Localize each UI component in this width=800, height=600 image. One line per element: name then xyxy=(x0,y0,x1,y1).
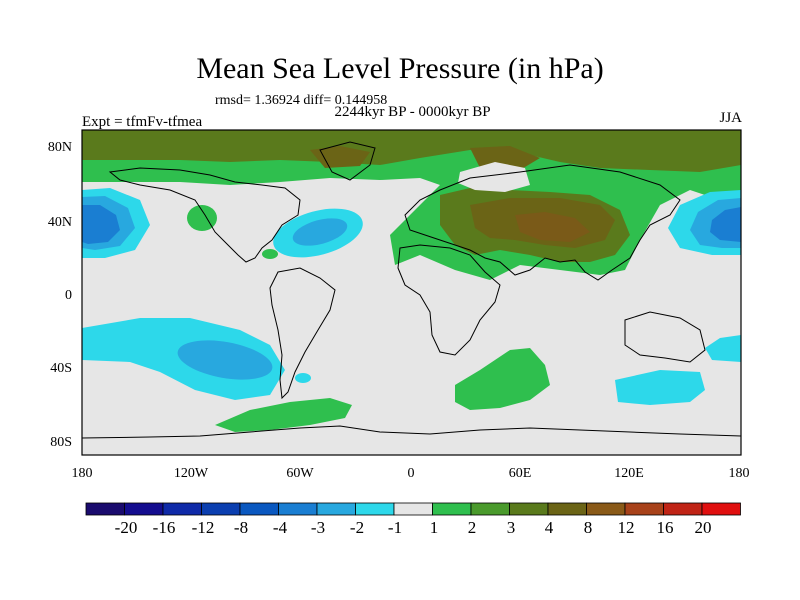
colorbar-box xyxy=(278,502,318,516)
coast-greenland xyxy=(319,141,376,181)
colorbar-label: -1 xyxy=(387,518,403,537)
tibet-level8-region xyxy=(515,212,590,242)
north-pacific-low-east-3 xyxy=(710,207,741,242)
rmsd-diff-stats: rmsd= 1.36924 diff= 0.144958 xyxy=(215,93,388,108)
south-atlantic-small-low xyxy=(295,373,311,383)
ne-pacific-positive xyxy=(187,205,217,231)
colorbar-box xyxy=(470,502,510,516)
colorbar-label: 12 xyxy=(617,518,635,537)
colorbar-label: -12 xyxy=(191,518,215,537)
lon-label-180e: 180 xyxy=(728,466,750,481)
south-pacific-low-core xyxy=(177,340,273,380)
colorbar-label: -16 xyxy=(152,518,176,537)
colorbar-box xyxy=(393,502,433,516)
coast-eurasia xyxy=(404,164,681,281)
lat-label-80n: 80N xyxy=(47,140,72,155)
season-label: JJA xyxy=(719,110,742,126)
colorbar-box xyxy=(663,502,703,516)
colorbar-box xyxy=(162,502,202,516)
lon-label-60w: 60W xyxy=(286,466,314,481)
lon-label-120w: 120W xyxy=(173,466,209,481)
lon-label-120e: 120E xyxy=(614,466,644,481)
colorbar-label: 3 xyxy=(506,518,516,537)
caribbean-positive xyxy=(262,249,278,259)
colorbar-box xyxy=(316,502,356,516)
colorbar-label: -8 xyxy=(233,518,249,537)
lat-label-40n: 40N xyxy=(47,215,72,230)
coast-north-america xyxy=(108,167,301,263)
lon-label-0: 0 xyxy=(407,466,415,481)
colorbar-box xyxy=(701,502,741,516)
coastlines xyxy=(82,141,741,439)
time-slice-subtitle: 2244kyr BP - 0000kyr BP xyxy=(334,104,491,120)
colorbar-label: -3 xyxy=(310,518,326,537)
colorbar-label: -20 xyxy=(114,518,138,537)
colorbar-label: -4 xyxy=(272,518,288,537)
colorbar-label: 1 xyxy=(429,518,439,537)
colorbar-box xyxy=(509,502,549,516)
lon-label-180w: 180 xyxy=(71,466,93,481)
colorbar-label: 20 xyxy=(694,518,712,537)
arctic-dark-patch-1 xyxy=(310,146,370,168)
south-indian-positive xyxy=(455,348,550,410)
coast-africa xyxy=(397,244,501,356)
map-title: Mean Sea Level Pressure (in hPa) xyxy=(196,52,604,85)
colorbar-box xyxy=(239,502,279,516)
tasman-low xyxy=(705,335,741,362)
north-atlantic-low-core xyxy=(292,218,348,246)
lat-label-40s: 40S xyxy=(50,361,72,376)
colorbar-box xyxy=(355,502,395,516)
colorbar-box xyxy=(432,502,472,516)
north-pacific-low-west-3 xyxy=(82,205,120,244)
north-atlantic-neutral xyxy=(458,162,530,192)
coast-south-america xyxy=(269,267,336,400)
colorbar-label: 16 xyxy=(656,518,674,537)
lat-label-80s: 80S xyxy=(50,435,72,450)
experiment-label: Expt = tfmFv-tfmea xyxy=(82,114,203,130)
coast-antarctica xyxy=(82,425,741,439)
colorbar-box xyxy=(586,502,626,516)
south-atlantic-positive xyxy=(215,398,352,432)
colorbar-label: -2 xyxy=(349,518,365,537)
lat-label-0: 0 xyxy=(65,288,72,303)
colorbar-box xyxy=(547,502,587,516)
coast-australia xyxy=(624,311,706,363)
colorbar-box xyxy=(124,502,164,516)
arctic-dark-patch-2 xyxy=(470,146,540,170)
south-of-australia-low xyxy=(615,370,705,405)
colorbar-box xyxy=(624,502,664,516)
colorbar-box xyxy=(201,502,241,516)
colorbar-label: 4 xyxy=(544,518,554,537)
map-frame xyxy=(81,129,742,456)
colorbar-box xyxy=(85,502,125,516)
colorbar xyxy=(85,502,741,516)
colorbar-label: 8 xyxy=(583,518,593,537)
colorbar-label: 2 xyxy=(467,518,477,537)
pressure-field xyxy=(82,130,741,455)
arctic-dark-region xyxy=(82,130,741,172)
lon-label-60e: 60E xyxy=(508,466,532,481)
